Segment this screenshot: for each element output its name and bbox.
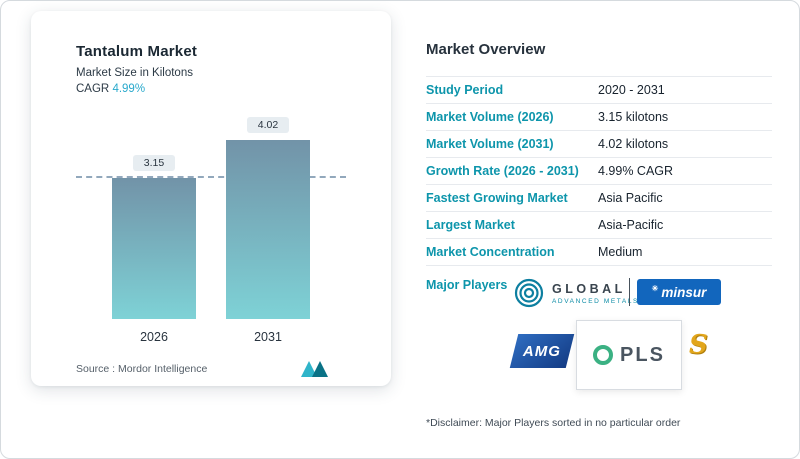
table-row: Market Volume (2031) 4.02 kilotons [426, 130, 772, 157]
minsur-wordmark: minsur [661, 284, 707, 300]
row-value: 4.99% CAGR [598, 164, 674, 178]
row-label: Growth Rate (2026 - 2031) [426, 164, 579, 178]
bar-2031 [226, 140, 310, 319]
cagr-prefix: CAGR [76, 83, 110, 95]
bar-2026 [112, 177, 196, 319]
table-row: Market Volume (2026) 3.15 kilotons [426, 103, 772, 130]
global-advanced-metals-logo: GLOBAL ADVANCED METALS [514, 278, 639, 308]
bar-value-label: 3.15 [132, 154, 176, 171]
table-row: Market Concentration Medium [426, 238, 772, 265]
pls-ring-icon [593, 345, 614, 365]
source-row: Source : Mordor Intelligence [76, 361, 346, 377]
table-row: Fastest Growing Market Asia Pacific [426, 184, 772, 211]
row-value: 3.15 kilotons [598, 110, 669, 124]
gam-rings-icon [514, 278, 544, 308]
row-value: 2020 - 2031 [598, 83, 665, 97]
logo-divider [629, 278, 630, 306]
bar-column-2026: 3.15 2026 [112, 117, 196, 344]
table-row: Growth Rate (2026 - 2031) 4.99% CAGR [426, 157, 772, 184]
bar-value-label: 4.02 [246, 117, 290, 133]
card-title: Tantalum Market [76, 43, 198, 60]
gam-line1: GLOBAL [552, 281, 626, 296]
pls-logo: PLS [576, 320, 682, 390]
row-label: Market Volume (2031) [426, 137, 554, 151]
amg-logo: AMG [509, 334, 575, 368]
row-value: Asia-Pacific [598, 218, 664, 232]
cagr-line: CAGR 4.99% [76, 83, 346, 95]
row-value: Medium [598, 245, 643, 259]
minsur-logo: ✳ minsur [637, 279, 721, 305]
row-value: Asia Pacific [598, 191, 663, 205]
table-row: Study Period 2020 - 2031 [426, 76, 772, 103]
card-subtitle: Market Size in Kilotons [76, 67, 193, 79]
market-overview-panel: Market Overview Study Period 2020 - 2031… [426, 41, 772, 429]
row-label: Market Concentration [426, 245, 555, 259]
pls-wordmark: PLS [620, 343, 665, 366]
table-row: Largest Market Asia-Pacific [426, 211, 772, 238]
bar-column-2031: 4.02 2031 [226, 117, 310, 344]
x-axis-label: 2026 [140, 330, 168, 344]
major-players-row: Major Players GLOBAL ADVANCED METALS ✳ m… [426, 265, 772, 411]
x-axis-label: 2031 [254, 330, 282, 344]
bar-chart: 3.15 2026 4.02 2031 [76, 117, 346, 344]
gam-wordmark: GLOBAL ADVANCED METALS [552, 282, 639, 305]
market-size-card: Tantalum Market Market Size in Kilotons … [31, 11, 391, 386]
reference-line [76, 175, 346, 178]
source-text: Source : Mordor Intelligence [76, 363, 208, 375]
row-label: Study Period [426, 83, 504, 97]
row-label: Fastest Growing Market [426, 191, 568, 205]
row-label: Market Volume (2026) [426, 110, 554, 124]
mordor-intelligence-logo-icon [301, 361, 328, 377]
s-swirl-logo: S [689, 330, 708, 360]
gam-line2: ADVANCED METALS [552, 297, 639, 305]
cagr-value: 4.99% [112, 83, 146, 95]
row-value: 4.02 kilotons [598, 137, 669, 151]
major-players-label: Major Players [426, 278, 508, 292]
amg-parallelogram-icon: AMG [509, 334, 575, 368]
amg-wordmark: AMG [523, 342, 561, 360]
row-label: Largest Market [426, 218, 515, 232]
disclaimer-text: *Disclaimer: Major Players sorted in no … [426, 417, 681, 429]
overview-title: Market Overview [426, 41, 546, 58]
minsur-snowflake-icon: ✳ [651, 283, 659, 293]
